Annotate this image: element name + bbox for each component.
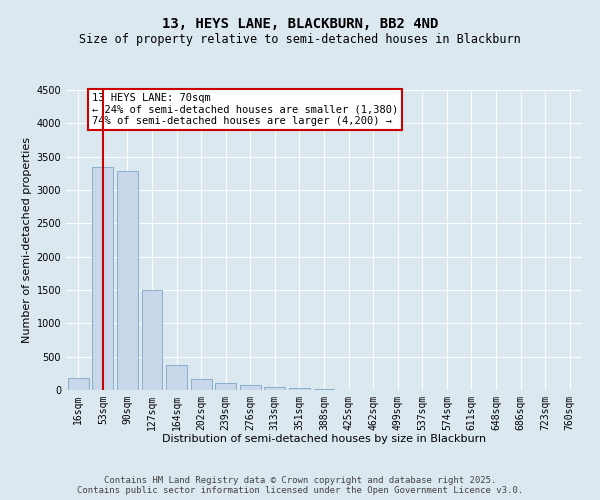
Bar — [117, 172, 138, 390]
Y-axis label: Number of semi-detached properties: Number of semi-detached properties — [22, 137, 32, 343]
Text: Contains HM Land Registry data © Crown copyright and database right 2025.
Contai: Contains HM Land Registry data © Crown c… — [77, 476, 523, 495]
Bar — [215, 384, 236, 390]
Bar — [142, 290, 163, 390]
Text: 13 HEYS LANE: 70sqm
← 24% of semi-detached houses are smaller (1,380)
74% of sem: 13 HEYS LANE: 70sqm ← 24% of semi-detach… — [92, 93, 398, 126]
Text: 13, HEYS LANE, BLACKBURN, BB2 4ND: 13, HEYS LANE, BLACKBURN, BB2 4ND — [162, 18, 438, 32]
Bar — [92, 166, 113, 390]
Bar — [314, 389, 334, 390]
Text: Size of property relative to semi-detached houses in Blackburn: Size of property relative to semi-detach… — [79, 32, 521, 46]
Bar — [289, 388, 310, 390]
Bar — [191, 380, 212, 390]
Bar — [166, 366, 187, 390]
Bar — [240, 386, 261, 390]
Bar — [68, 378, 89, 390]
Bar — [265, 386, 286, 390]
X-axis label: Distribution of semi-detached houses by size in Blackburn: Distribution of semi-detached houses by … — [162, 434, 486, 444]
